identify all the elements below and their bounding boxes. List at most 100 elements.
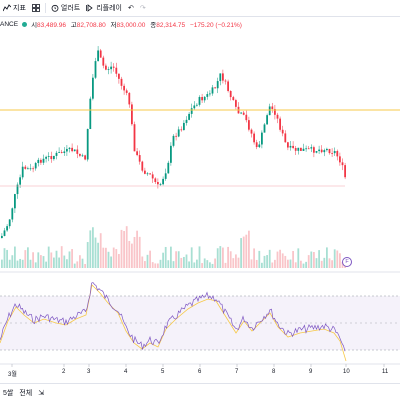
candle-body	[209, 93, 211, 95]
candle-body	[1, 235, 3, 238]
volume-bar	[274, 259, 276, 268]
volume-bar	[289, 259, 292, 268]
candle-body	[175, 135, 177, 137]
candle-body	[287, 142, 289, 148]
volume-bar	[240, 238, 242, 268]
candle-body	[224, 80, 227, 82]
undo-button[interactable]: ↶	[125, 0, 137, 16]
candle-body	[297, 147, 300, 151]
date-range-icon[interactable]: ⇲	[38, 389, 45, 397]
volume-bar	[219, 246, 222, 268]
indicators-button[interactable]: 지표	[0, 0, 29, 16]
symbol-name[interactable]: ANCE	[0, 20, 19, 28]
volume-bar	[92, 227, 94, 268]
candle-body	[157, 182, 159, 185]
volume-bar	[138, 236, 141, 268]
volume-bar	[318, 250, 320, 268]
volume-bar	[261, 262, 263, 268]
candle-body	[190, 108, 193, 114]
candle-body	[154, 178, 157, 183]
volume-bar	[300, 260, 302, 268]
volume-bar	[292, 250, 294, 268]
close-key: 종	[150, 22, 157, 29]
volume-bar	[131, 243, 133, 268]
range-all-button[interactable]: 전체	[19, 389, 33, 397]
candle-body	[307, 148, 310, 150]
candle-body	[177, 129, 180, 137]
candle-body	[180, 129, 183, 131]
volume-bar	[84, 263, 86, 268]
time-label: 11	[382, 369, 389, 375]
volume-bar	[37, 252, 40, 268]
volume-bar	[94, 237, 97, 268]
volume-bar	[206, 260, 209, 268]
alarm-clock-icon	[51, 4, 59, 12]
volume-bar	[196, 259, 198, 268]
indicator-badge[interactable]: F	[342, 257, 352, 267]
candle-body	[313, 147, 315, 153]
volume-bar	[170, 246, 172, 268]
time-axis-ticks	[11, 364, 385, 367]
volume-bar	[287, 259, 289, 268]
candle-body	[240, 112, 242, 114]
time-label: 2	[62, 369, 66, 375]
volume-bar	[164, 246, 167, 268]
volume-bar	[235, 254, 237, 268]
volume-bar	[328, 258, 331, 268]
volume-bar	[42, 256, 45, 268]
candle-body	[219, 73, 222, 82]
volume-bar	[255, 259, 258, 268]
candle-body	[164, 173, 167, 179]
volume-bar	[307, 255, 310, 268]
volume-bar	[102, 247, 105, 268]
candle-body	[146, 173, 149, 175]
candle-body	[331, 153, 333, 154]
candle-body	[151, 174, 154, 179]
volume-bar	[19, 258, 21, 268]
candle-body	[89, 98, 92, 130]
candle-body	[253, 133, 255, 143]
volume-bar	[305, 261, 307, 268]
candle-body	[131, 104, 133, 125]
candle-body	[326, 148, 328, 151]
volume-bar	[149, 250, 151, 268]
volume-bar	[253, 248, 255, 268]
candle-body	[84, 155, 86, 160]
replay-button[interactable]: 리플레이	[83, 0, 125, 16]
candle-body	[339, 156, 341, 163]
candle-body	[336, 151, 339, 157]
low-key: 저	[110, 22, 117, 29]
volume-bar	[45, 261, 47, 268]
candle-body	[11, 208, 14, 220]
volume-bar	[110, 256, 112, 268]
volume-bar	[162, 252, 164, 268]
volume-bar	[136, 230, 138, 268]
volume-bar	[34, 262, 37, 268]
candle-body	[105, 65, 107, 70]
volume-bars	[1, 226, 346, 268]
price-chart-canvas[interactable]	[0, 0, 400, 383]
time-label: 8	[272, 369, 276, 375]
indicators-label: 지표	[13, 5, 26, 12]
layout-grid-button[interactable]	[29, 0, 43, 16]
candle-body	[266, 115, 268, 125]
volume-bar	[157, 263, 159, 268]
volume-bar	[32, 252, 34, 268]
candle-body	[289, 145, 292, 148]
candle-body	[188, 113, 190, 120]
volume-bar	[27, 247, 29, 268]
candle-body	[263, 124, 266, 133]
candle-body	[32, 168, 34, 170]
volume-bar	[232, 258, 235, 268]
volume-bar	[339, 253, 341, 268]
candle-body	[40, 159, 42, 163]
redo-button[interactable]: ↷	[137, 0, 149, 16]
volume-bar	[55, 250, 58, 268]
candle-body	[125, 90, 128, 93]
volume-bar	[40, 255, 42, 268]
close-value: 82,314.75	[156, 22, 186, 29]
volume-bar	[151, 262, 154, 268]
range-5-button[interactable]: 5쌀	[3, 389, 14, 397]
candle-body	[274, 108, 276, 115]
alert-button[interactable]: 얼러트	[48, 0, 83, 16]
